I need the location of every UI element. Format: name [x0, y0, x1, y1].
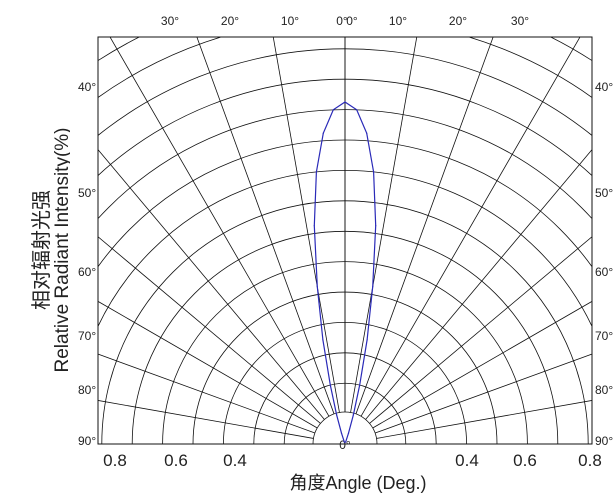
right-angle-label: 80°: [595, 383, 613, 397]
left-angle-label: 50°: [78, 186, 96, 200]
grid-spoke: [196, 37, 335, 415]
top-angle-label: 30°: [161, 14, 179, 28]
y-axis-label-cn: 相对辐射光强: [30, 190, 53, 310]
series-point: [345, 441, 347, 443]
series-point: [366, 339, 368, 341]
series-point: [375, 225, 377, 227]
grid-ring: [98, 170, 592, 328]
grid-spoke: [98, 400, 314, 439]
series-point: [322, 132, 324, 134]
series-point: [332, 109, 334, 111]
series-point: [372, 286, 374, 288]
grid-spoke: [376, 400, 592, 439]
series-point: [322, 339, 324, 341]
left-angle-label: 40°: [78, 80, 96, 94]
series-point: [352, 414, 354, 416]
series-point: [356, 109, 358, 111]
series-point: [329, 384, 331, 386]
left-angle-label: 70°: [78, 329, 96, 343]
grid-clipped: [98, 37, 592, 444]
series-point: [336, 414, 338, 416]
radius-label: 0.4: [455, 451, 479, 470]
right-angle-label: 70°: [595, 329, 613, 343]
plot-frame: [97, 36, 593, 445]
series-point: [343, 441, 345, 443]
series-point: [313, 225, 315, 227]
top-angle-label: 20°: [449, 14, 467, 28]
top-angle-label: 0°: [336, 14, 348, 28]
grid-spoke: [355, 37, 494, 415]
left-angle-label: 90°: [78, 434, 96, 448]
x-axis-label: 角度Angle (Deg.): [289, 473, 426, 493]
left-angle-label: 80°: [78, 383, 96, 397]
grid-spoke: [98, 149, 325, 420]
series-point: [316, 286, 318, 288]
right-angle-label: 90°: [595, 434, 613, 448]
polar-grid: [97, 36, 593, 445]
series-point: [359, 384, 361, 386]
grid-spoke: [360, 37, 581, 417]
grid-spoke: [98, 300, 318, 429]
series-point: [347, 432, 350, 434]
radius-label: 0.6: [164, 451, 188, 470]
radius-label: 0.6: [513, 451, 537, 470]
top-angle-label: 20°: [221, 14, 239, 28]
series-point: [315, 171, 317, 173]
series-point: [373, 171, 375, 173]
grid-spoke: [372, 300, 592, 429]
grid-ring: [98, 109, 592, 220]
grid-spoke: [109, 37, 330, 417]
y-axis-label-en: Relative Radiant Intensity(%): [52, 128, 70, 373]
radius-label: 0.8: [578, 451, 602, 470]
grid-spoke: [374, 353, 592, 434]
top-angle-label: 0°: [346, 14, 358, 28]
grid-spoke: [272, 37, 340, 413]
top-angle-label: 10°: [281, 14, 299, 28]
center-angle-label: 0°: [339, 438, 351, 452]
grid-ring: [98, 139, 592, 268]
series-point: [366, 132, 368, 134]
right-angle-label: 40°: [595, 80, 613, 94]
angle-labels: 30° 20° 10° 0°0° 10° 20° 30°40° 40°50° 50°60° 60°…: [78, 14, 613, 470]
grid-spoke: [369, 236, 592, 424]
right-angle-label: 50°: [595, 186, 613, 200]
left-angle-label: 60°: [78, 265, 96, 279]
grid-spoke: [98, 353, 316, 434]
series-point: [344, 101, 346, 103]
grid-spoke: [365, 149, 592, 420]
radius-label: 0.8: [103, 451, 127, 470]
grid-spoke: [350, 37, 418, 413]
top-angle-label: 10°: [389, 14, 407, 28]
series-layer: [313, 101, 377, 443]
series-point: [340, 432, 343, 434]
top-angle-label: 30°: [511, 14, 529, 28]
grid-spoke: [98, 236, 321, 424]
right-angle-label: 60°: [595, 265, 613, 279]
radius-label: 0.4: [223, 451, 247, 470]
